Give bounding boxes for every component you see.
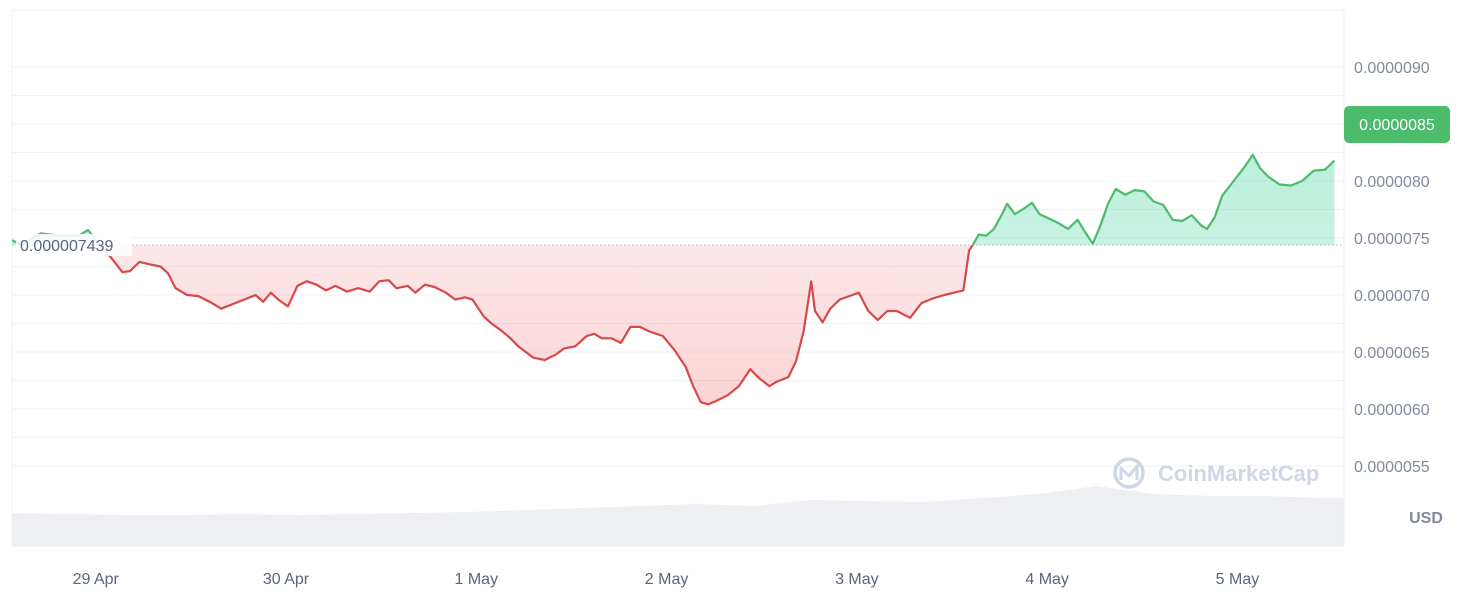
x-tick-label: 2 May <box>645 571 689 588</box>
baseline-marker: 0.000007439 <box>12 233 1344 256</box>
price-line[interactable] <box>12 153 1336 406</box>
watermark-text: CoinMarketCap <box>1158 461 1319 486</box>
x-tick-label: 3 May <box>835 571 879 588</box>
coinmarketcap-logo-mark <box>1119 464 1139 480</box>
price-area-fill <box>12 154 1335 405</box>
volume-bars <box>12 486 1344 546</box>
y-tick-label: 0.0000060 <box>1354 402 1430 419</box>
x-tick-label: 29 Apr <box>73 571 120 588</box>
volume-area <box>12 486 1344 546</box>
y-tick-label: 0.0000065 <box>1354 345 1430 362</box>
y-tick-label: 0.0000080 <box>1354 174 1430 191</box>
baseline-label-bg <box>16 233 132 256</box>
current-price-label: 0.0000085 <box>1359 117 1435 134</box>
x-tick-label: 30 Apr <box>263 571 310 588</box>
y-tick-label: 0.0000075 <box>1354 231 1430 248</box>
y-tick-label: 0.0000055 <box>1354 459 1430 476</box>
x-axis-ticks: 29 Apr 30 Apr 1 May 2 May 3 May 4 May 5 May <box>73 571 1260 588</box>
baseline-label: 0.000007439 <box>20 238 114 255</box>
currency-unit-label: USD <box>1409 510 1443 527</box>
coinmarketcap-logo-icon <box>1113 457 1145 489</box>
x-tick-label: 5 May <box>1216 571 1260 588</box>
price-line-up[interactable] <box>12 153 1336 405</box>
x-tick-label: 1 May <box>455 571 499 588</box>
x-tick-label: 4 May <box>1025 571 1069 588</box>
area-above-baseline <box>12 154 1335 245</box>
current-price-badge <box>1344 106 1450 143</box>
y-tick-label: 0.0000070 <box>1354 288 1430 305</box>
current-price-tag: 0.0000085 <box>1344 106 1450 143</box>
price-line-down[interactable] <box>12 155 1335 406</box>
area-below-baseline <box>12 244 1335 405</box>
watermark: CoinMarketCap <box>1113 457 1319 489</box>
y-tick-label: 0.0000090 <box>1354 60 1430 77</box>
